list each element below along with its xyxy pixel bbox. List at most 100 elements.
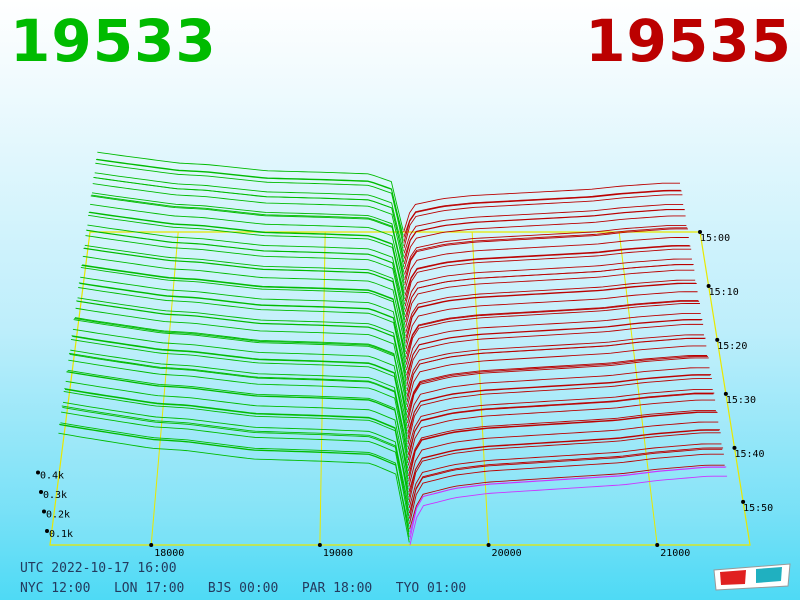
bid-depth-ridge [78, 282, 407, 379]
ask-depth-ridge [409, 464, 725, 530]
bid-depth-ridge [94, 172, 404, 252]
ask-depth-ridge [405, 300, 699, 355]
ask-depth-ridge [404, 224, 687, 275]
ask-depth-ridge [407, 374, 711, 434]
ask-depth-ridge [403, 204, 684, 254]
bid-depth-ridge [92, 192, 405, 273]
ask-depth-ridge [406, 313, 701, 371]
bid-depth-ridge [66, 371, 409, 480]
bid-depth-ridge [83, 247, 406, 342]
par-time: PAR 18:00 [301, 581, 373, 596]
bid-depth-ridge [74, 318, 408, 416]
bid-depth-ridge [77, 297, 407, 390]
bid-depth-ridge [74, 317, 408, 411]
ask-depth-ridge [408, 421, 719, 487]
ask-depth-ridge [408, 429, 720, 498]
ask-depth-ridge [404, 245, 691, 302]
time-tick-label: 15:00 [700, 233, 730, 244]
ask-depth-ridge [409, 466, 727, 540]
ask-depth-ridge [408, 432, 721, 503]
ask-depth-ridge [408, 447, 724, 519]
tyo-time: TYO 01:00 [395, 581, 467, 596]
bid-depth-ridge [60, 411, 410, 522]
ask-depth-ridge [403, 209, 685, 264]
price-tick-label: 20000 [492, 548, 522, 559]
ask-depth-ridge [407, 378, 712, 445]
bid-depth-ridge [59, 423, 410, 538]
ask-depth-ridge [403, 189, 681, 238]
best-ask-price: 19535 [585, 7, 792, 75]
time-tick-label: 15:30 [726, 395, 756, 406]
bid-depth-ridge [92, 183, 405, 268]
bid-depth-ridge [90, 195, 405, 284]
bid-depth-ridge [91, 194, 405, 278]
ask-depth-ridge [406, 337, 706, 402]
ask-depth-ridge [408, 411, 717, 477]
timezone-clock: UTC 2022-10-17 16:00 NYC 12:00 LON 17:00… [20, 559, 466, 599]
ask-depth-ridge [405, 279, 696, 333]
bid-depth-ridge [96, 158, 404, 236]
ask-depth-ridge [407, 393, 714, 455]
ask-depth-ridge [408, 429, 720, 493]
bid-depth-ridge [60, 422, 410, 527]
bid-depth-ridge [72, 336, 408, 432]
3d-glasses-icon[interactable] [712, 560, 792, 592]
ask-depth-ridge [404, 228, 688, 286]
ask-depth-ridge [406, 356, 708, 418]
price-grid-line [150, 231, 179, 546]
volume-tick-marker [42, 509, 46, 514]
ask-depth-ridge [408, 448, 723, 514]
ask-depth-ridge [403, 182, 681, 233]
bid-depth-ridge [71, 335, 408, 437]
ask-depth-ridge [407, 389, 713, 450]
bid-depth-ridge [68, 352, 409, 458]
bid-depth-ridge [58, 432, 410, 543]
utc-time: UTC 2022-10-17 16:00 [20, 561, 177, 576]
bid-depth-ridge [70, 339, 408, 442]
ask-depth-ridge [405, 269, 695, 328]
bid-depth-ridge [90, 203, 405, 289]
ask-depth-ridge [404, 258, 692, 312]
ask-depth-ridge [405, 291, 698, 349]
volume-tick-marker [39, 490, 43, 494]
time-tick-marker [723, 391, 728, 396]
bid-depth-ridge [88, 214, 405, 305]
time-tick-marker [698, 230, 702, 234]
bjs-time: BJS 00:00 [207, 581, 279, 596]
bid-depth-ridge [64, 388, 409, 495]
ask-depth-ridge [405, 283, 697, 344]
ask-depth-ridge [405, 303, 700, 365]
bid-depth-ridge [64, 388, 409, 490]
bid-depth-ridge [88, 212, 405, 300]
bid-depth-ridge [63, 391, 409, 501]
bid-depth-ridge [76, 300, 407, 400]
bid-depth-ridge [82, 255, 406, 347]
time-tick-label: 15:10 [709, 287, 739, 298]
bid-depth-ridge [81, 264, 407, 358]
time-tick-label: 15:40 [734, 449, 764, 460]
time-tick-marker [715, 337, 720, 342]
ask-depth-ridge [407, 357, 709, 424]
bid-depth-ridge [97, 151, 404, 231]
price-tick-marker [486, 543, 491, 547]
bid-depth-ridge [89, 211, 405, 294]
ask-depth-ridge [407, 367, 710, 429]
bid-depth-ridge [70, 349, 408, 448]
bid-depth-ridge [80, 266, 407, 363]
ask-depth-ridge [407, 392, 715, 461]
ask-depth-ridge [405, 264, 694, 323]
ask-depth-ridge [403, 215, 686, 270]
price-tick-label: 19000 [323, 548, 353, 559]
ask-depth-ridge [404, 245, 690, 296]
ask-depth-ridge [406, 345, 707, 408]
volume-tick-label: 0.2k [46, 510, 70, 521]
ask-depth-ridge [406, 355, 708, 413]
bid-depth-ridge [69, 353, 408, 453]
time-tick-marker [706, 283, 711, 288]
ask-depth-ridge [409, 453, 724, 524]
bid-depth-ridge [86, 229, 406, 321]
price-tick-label: 18000 [154, 548, 184, 559]
bid-depth-ridge [85, 235, 406, 326]
bid-depth-ridge [87, 224, 406, 310]
ask-depth-ridge [408, 411, 718, 482]
